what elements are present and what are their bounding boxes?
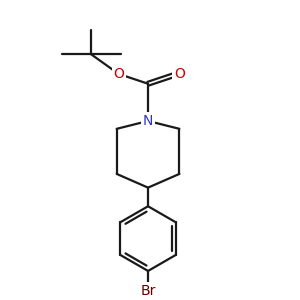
Text: O: O xyxy=(174,67,185,81)
Text: N: N xyxy=(143,114,153,128)
Text: Br: Br xyxy=(140,284,156,298)
Text: O: O xyxy=(113,67,124,81)
